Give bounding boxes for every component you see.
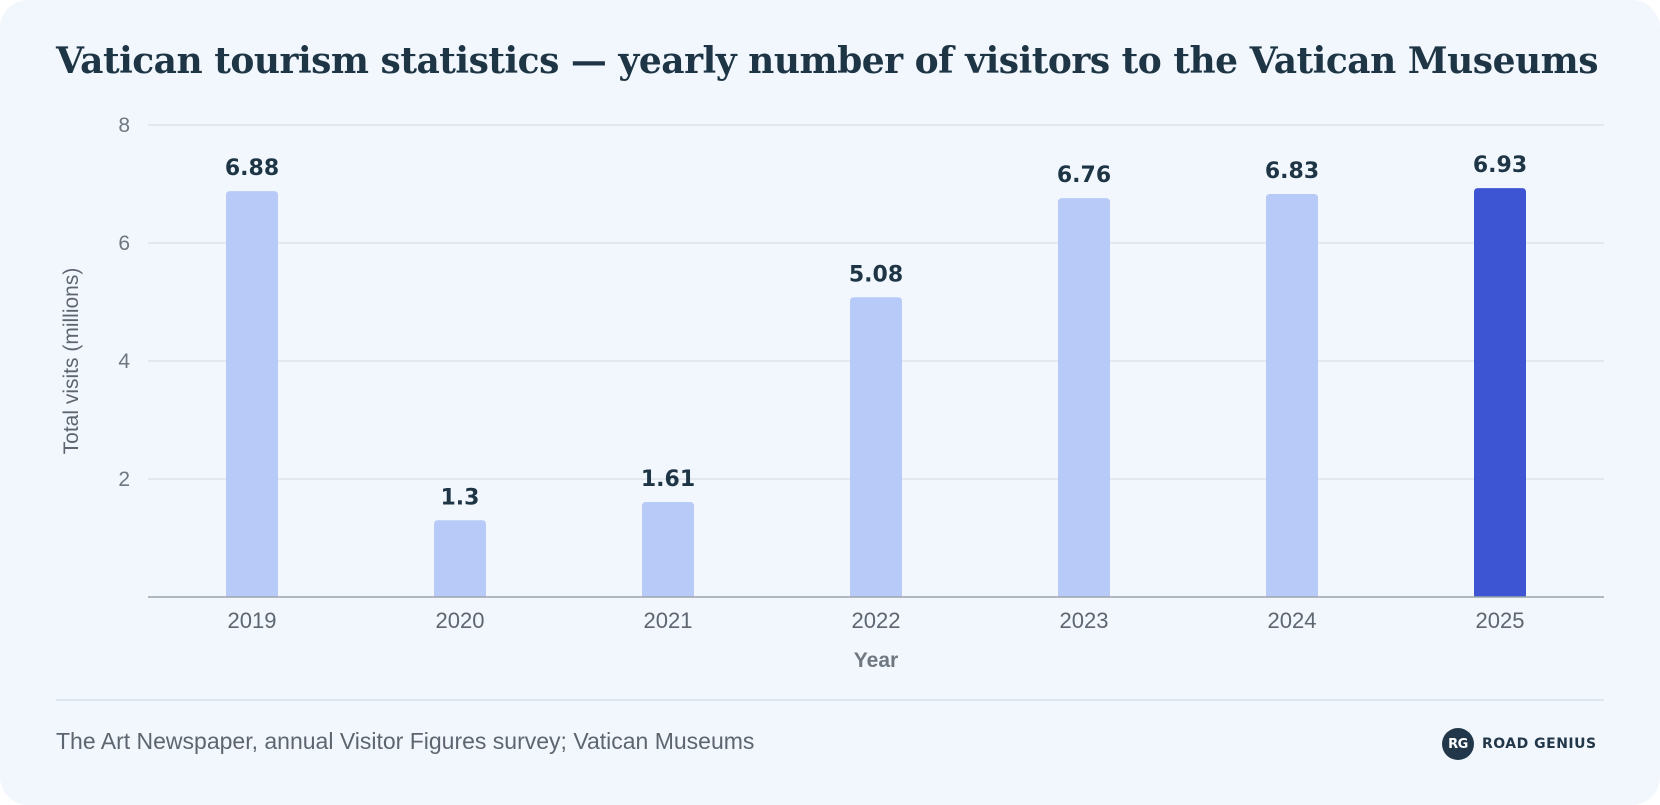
bar-2021[interactable] xyxy=(642,502,694,597)
bar-2025[interactable] xyxy=(1474,188,1526,597)
y-tick-label: 2 xyxy=(118,468,130,491)
bars xyxy=(226,188,1526,597)
x-tick-label-2024: 2024 xyxy=(1268,608,1317,633)
x-axis-label: Year xyxy=(854,649,898,672)
data-label-2024: 6.83 xyxy=(1265,159,1319,184)
y-tick-labels: 2 4 6 8 xyxy=(118,114,130,491)
x-tick-label-2025: 2025 xyxy=(1476,608,1525,633)
x-tick-label-2023: 2023 xyxy=(1060,608,1109,633)
bar-2022[interactable] xyxy=(850,297,902,597)
x-tick-label-2019: 2019 xyxy=(228,608,277,633)
bar-2024[interactable] xyxy=(1266,194,1318,597)
data-labels: 6.88 1.3 1.61 5.08 6.76 6.83 6.93 xyxy=(225,153,1527,510)
footer-divider xyxy=(56,699,1604,701)
y-axis-label: Total visits (millions) xyxy=(60,268,83,455)
x-tick-labels: 2019 2020 2021 2022 2023 2024 2025 xyxy=(228,608,1525,633)
data-label-2021: 1.61 xyxy=(641,467,695,492)
bar-2023[interactable] xyxy=(1058,198,1110,597)
brand-name: ROAD GENIUS xyxy=(1482,736,1597,752)
road-genius-logo-icon: RG xyxy=(1442,728,1474,760)
brand-logo[interactable]: RG ROAD GENIUS xyxy=(1442,727,1597,761)
data-label-2019: 6.88 xyxy=(225,156,279,181)
x-tick-label-2022: 2022 xyxy=(852,608,901,633)
data-label-2023: 6.76 xyxy=(1057,163,1111,188)
data-label-2022: 5.08 xyxy=(849,262,903,287)
data-label-2025: 6.93 xyxy=(1473,153,1527,178)
x-tick-label-2021: 2021 xyxy=(644,608,693,633)
y-tick-label: 6 xyxy=(118,232,130,255)
y-tick-label: 8 xyxy=(118,114,130,137)
x-tick-label-2020: 2020 xyxy=(436,608,485,633)
y-tick-label: 4 xyxy=(118,350,130,373)
bar-2020[interactable] xyxy=(434,520,486,597)
source-note: The Art Newspaper, annual Visitor Figure… xyxy=(56,728,755,754)
bar-2019[interactable] xyxy=(226,191,278,597)
data-label-2020: 1.3 xyxy=(441,485,480,510)
chart-title: Vatican tourism statistics — yearly numb… xyxy=(56,40,1599,82)
bar-chart: 2 4 6 8 6.88 1.3 1.61 5.08 6.76 6.83 6.93 2019 202… xyxy=(60,114,1604,672)
